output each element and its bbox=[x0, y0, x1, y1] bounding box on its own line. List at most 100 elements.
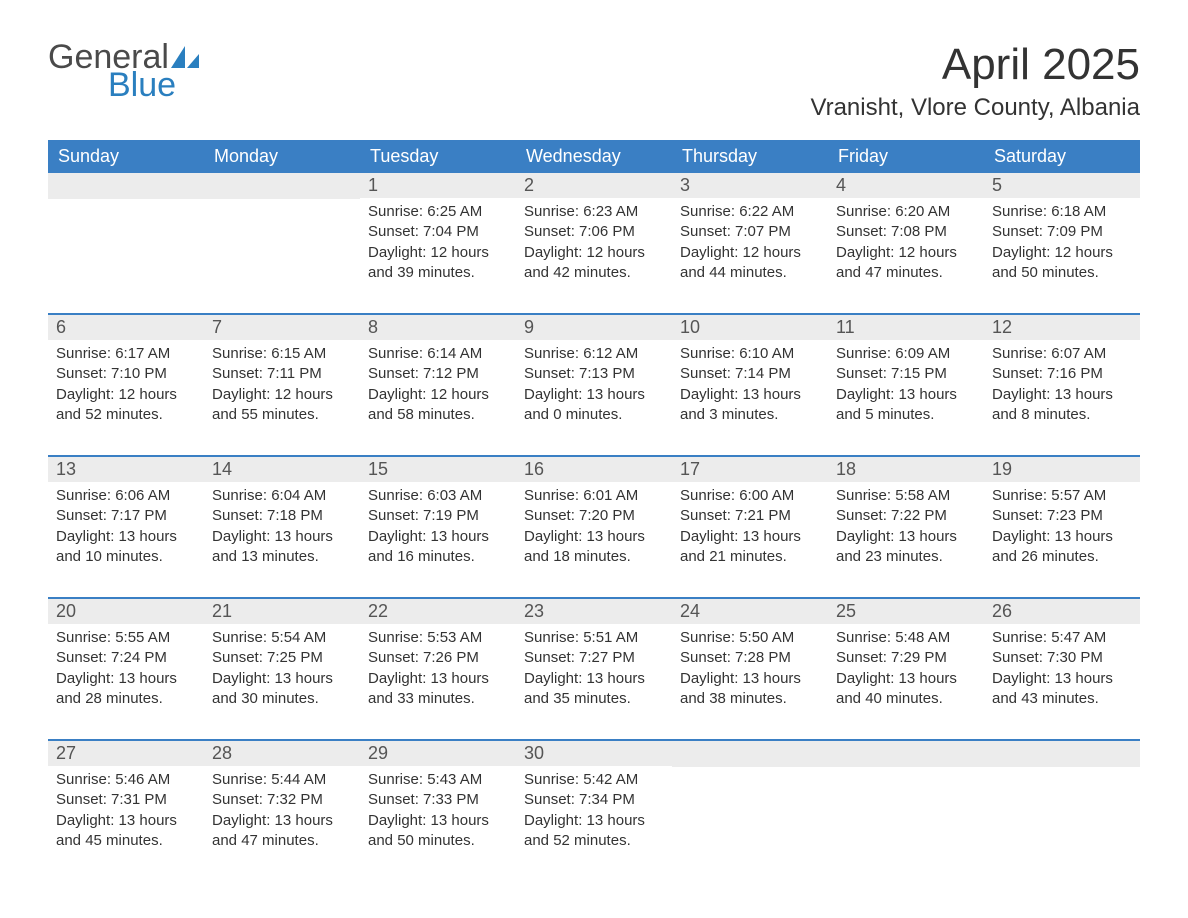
week-row: 27Sunrise: 5:46 AMSunset: 7:31 PMDayligh… bbox=[48, 739, 1140, 869]
day-number: 15 bbox=[360, 457, 516, 482]
day-cell: 11Sunrise: 6:09 AMSunset: 7:15 PMDayligh… bbox=[828, 315, 984, 443]
sunrise-text: Sunrise: 6:18 AM bbox=[992, 202, 1132, 222]
day-number: 29 bbox=[360, 741, 516, 766]
sunrise-text: Sunrise: 6:17 AM bbox=[56, 344, 196, 364]
sunset-text: Sunset: 7:08 PM bbox=[836, 222, 976, 242]
day-header: Tuesday bbox=[360, 140, 516, 173]
empty-day-number bbox=[828, 741, 984, 767]
day-number: 16 bbox=[516, 457, 672, 482]
logo-text-blue: Blue bbox=[108, 68, 199, 102]
sunrise-text: Sunrise: 5:48 AM bbox=[836, 628, 976, 648]
daylight-text: Daylight: 13 hours and 21 minutes. bbox=[680, 527, 820, 568]
day-cell: 18 Sunrise: 5:58 AMSunset: 7:22 PMDayligh… bbox=[828, 457, 984, 585]
sunset-text: Sunset: 7:26 PM bbox=[368, 648, 508, 668]
sunset-text: Sunset: 7:22 PM bbox=[836, 506, 976, 526]
day-body: Sunrise: 6:20 AMSunset: 7:08 PMDaylight:… bbox=[828, 198, 984, 291]
day-cell: 27Sunrise: 5:46 AMSunset: 7:31 PMDayligh… bbox=[48, 741, 204, 869]
sunrise-text: Sunrise: 5:58 AM bbox=[836, 486, 976, 506]
day-body: Sunrise: 6:04 AMSunset: 7:18 PMDaylight:… bbox=[204, 482, 360, 575]
sunrise-text: Sunrise: 6:09 AM bbox=[836, 344, 976, 364]
day-body: Sunrise: 6:10 AMSunset: 7:14 PMDaylight:… bbox=[672, 340, 828, 433]
daylight-text: Daylight: 12 hours and 55 minutes. bbox=[212, 385, 352, 426]
day-number: 26 bbox=[984, 599, 1140, 624]
day-body: Sunrise: 5:42 AMSunset: 7:34 PMDaylight:… bbox=[516, 766, 672, 859]
day-cell: 24Sunrise: 5:50 AMSunset: 7:28 PMDayligh… bbox=[672, 599, 828, 727]
sunset-text: Sunset: 7:31 PM bbox=[56, 790, 196, 810]
day-body: Sunrise: 5:48 AMSunset: 7:29 PMDaylight:… bbox=[828, 624, 984, 717]
sunset-text: Sunset: 7:07 PM bbox=[680, 222, 820, 242]
daylight-text: Daylight: 12 hours and 39 minutes. bbox=[368, 243, 508, 284]
week-row: 13Sunrise: 6:06 AMSunset: 7:17 PMDayligh… bbox=[48, 455, 1140, 585]
sunrise-text: Sunrise: 6:12 AM bbox=[524, 344, 664, 364]
day-cell: 29Sunrise: 5:43 AMSunset: 7:33 PMDayligh… bbox=[360, 741, 516, 869]
day-body: Sunrise: 6:25 AMSunset: 7:04 PMDaylight:… bbox=[360, 198, 516, 291]
day-cell: 5Sunrise: 6:18 AMSunset: 7:09 PMDaylight… bbox=[984, 173, 1140, 301]
day-cell: 26Sunrise: 5:47 AMSunset: 7:30 PMDayligh… bbox=[984, 599, 1140, 727]
day-cell bbox=[204, 173, 360, 301]
day-number: 7 bbox=[204, 315, 360, 340]
day-body: Sunrise: 5:57 AMSunset: 7:23 PMDaylight:… bbox=[984, 482, 1140, 575]
day-cell: 12Sunrise: 6:07 AMSunset: 7:16 PMDayligh… bbox=[984, 315, 1140, 443]
day-cell: 28Sunrise: 5:44 AMSunset: 7:32 PMDayligh… bbox=[204, 741, 360, 869]
daylight-text: Daylight: 13 hours and 10 minutes. bbox=[56, 527, 196, 568]
day-number: 5 bbox=[984, 173, 1140, 198]
day-number: 28 bbox=[204, 741, 360, 766]
day-body: Sunrise: 5:47 AMSunset: 7:30 PMDaylight:… bbox=[984, 624, 1140, 717]
daylight-text: Daylight: 13 hours and 26 minutes. bbox=[992, 527, 1132, 568]
sunset-text: Sunset: 7:17 PM bbox=[56, 506, 196, 526]
day-cell: 2Sunrise: 6:23 AMSunset: 7:06 PMDaylight… bbox=[516, 173, 672, 301]
day-body: Sunrise: 6:07 AMSunset: 7:16 PMDaylight:… bbox=[984, 340, 1140, 433]
day-cell: 30Sunrise: 5:42 AMSunset: 7:34 PMDayligh… bbox=[516, 741, 672, 869]
day-body: Sunrise: 5:50 AMSunset: 7:28 PMDaylight:… bbox=[672, 624, 828, 717]
day-body: Sunrise: 5:51 AMSunset: 7:27 PMDaylight:… bbox=[516, 624, 672, 717]
day-number: 10 bbox=[672, 315, 828, 340]
day-number: 13 bbox=[48, 457, 204, 482]
day-header: Monday bbox=[204, 140, 360, 173]
day-cell: 15Sunrise: 6:03 AMSunset: 7:19 PMDayligh… bbox=[360, 457, 516, 585]
sunrise-text: Sunrise: 5:53 AM bbox=[368, 628, 508, 648]
day-number: 9 bbox=[516, 315, 672, 340]
sunrise-text: Sunrise: 5:44 AM bbox=[212, 770, 352, 790]
sunset-text: Sunset: 7:09 PM bbox=[992, 222, 1132, 242]
day-body: Sunrise: 5:54 AMSunset: 7:25 PMDaylight:… bbox=[204, 624, 360, 717]
day-body: Sunrise: 6:14 AMSunset: 7:12 PMDaylight:… bbox=[360, 340, 516, 433]
sunset-text: Sunset: 7:15 PM bbox=[836, 364, 976, 384]
sunrise-text: Sunrise: 6:25 AM bbox=[368, 202, 508, 222]
day-number: 11 bbox=[828, 315, 984, 340]
sunset-text: Sunset: 7:25 PM bbox=[212, 648, 352, 668]
sunrise-text: Sunrise: 6:20 AM bbox=[836, 202, 976, 222]
day-body: Sunrise: 6:15 AMSunset: 7:11 PMDaylight:… bbox=[204, 340, 360, 433]
daylight-text: Daylight: 12 hours and 58 minutes. bbox=[368, 385, 508, 426]
day-number: 30 bbox=[516, 741, 672, 766]
daylight-text: Daylight: 12 hours and 42 minutes. bbox=[524, 243, 664, 284]
sunrise-text: Sunrise: 5:50 AM bbox=[680, 628, 820, 648]
sunrise-text: Sunrise: 5:57 AM bbox=[992, 486, 1132, 506]
day-number: 20 bbox=[48, 599, 204, 624]
week-row: 6Sunrise: 6:17 AMSunset: 7:10 PMDaylight… bbox=[48, 313, 1140, 443]
daylight-text: Daylight: 13 hours and 40 minutes. bbox=[836, 669, 976, 710]
sunset-text: Sunset: 7:19 PM bbox=[368, 506, 508, 526]
daylight-text: Daylight: 12 hours and 44 minutes. bbox=[680, 243, 820, 284]
day-header-row: SundayMondayTuesdayWednesdayThursdayFrid… bbox=[48, 140, 1140, 173]
daylight-text: Daylight: 13 hours and 47 minutes. bbox=[212, 811, 352, 852]
sunset-text: Sunset: 7:10 PM bbox=[56, 364, 196, 384]
day-header: Wednesday bbox=[516, 140, 672, 173]
week-row: 1Sunrise: 6:25 AMSunset: 7:04 PMDaylight… bbox=[48, 173, 1140, 301]
daylight-text: Daylight: 12 hours and 47 minutes. bbox=[836, 243, 976, 284]
sunrise-text: Sunrise: 6:06 AM bbox=[56, 486, 196, 506]
daylight-text: Daylight: 13 hours and 38 minutes. bbox=[680, 669, 820, 710]
daylight-text: Daylight: 13 hours and 23 minutes. bbox=[836, 527, 976, 568]
day-body: Sunrise: 6:12 AMSunset: 7:13 PMDaylight:… bbox=[516, 340, 672, 433]
day-number: 8 bbox=[360, 315, 516, 340]
logo-sail-icon bbox=[171, 46, 199, 68]
day-header: Sunday bbox=[48, 140, 204, 173]
daylight-text: Daylight: 13 hours and 52 minutes. bbox=[524, 811, 664, 852]
sunset-text: Sunset: 7:21 PM bbox=[680, 506, 820, 526]
day-number: 22 bbox=[360, 599, 516, 624]
sunrise-text: Sunrise: 6:04 AM bbox=[212, 486, 352, 506]
empty-day-number bbox=[48, 173, 204, 199]
day-cell: 16Sunrise: 6:01 AMSunset: 7:20 PMDayligh… bbox=[516, 457, 672, 585]
day-cell: 17Sunrise: 6:00 AMSunset: 7:21 PMDayligh… bbox=[672, 457, 828, 585]
sunset-text: Sunset: 7:20 PM bbox=[524, 506, 664, 526]
day-number: 18 bbox=[828, 457, 984, 482]
